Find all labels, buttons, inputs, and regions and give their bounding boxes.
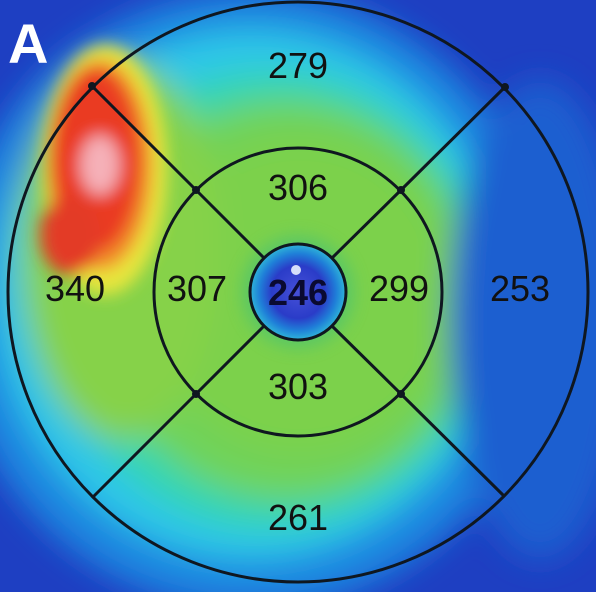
inner-nasal-value: 307 xyxy=(167,268,227,309)
outer-temporal-value: 253 xyxy=(490,268,550,309)
central-value: 246 xyxy=(268,272,328,313)
inner-superior-value: 306 xyxy=(268,167,328,208)
grid-inner-ne xyxy=(330,188,403,260)
grid-inner-nw xyxy=(194,188,266,260)
etdrs-grid xyxy=(6,0,590,584)
inner-ring-circle xyxy=(152,146,444,438)
central-circle xyxy=(248,242,348,342)
outer-superior-value: 279 xyxy=(268,45,328,86)
grid-diagonal-sw xyxy=(90,392,198,500)
inner-temporal-value: 299 xyxy=(369,268,429,309)
panel-label: A xyxy=(8,12,48,75)
grid-inner-sw xyxy=(194,324,266,396)
outer-inferior-value: 261 xyxy=(268,497,328,538)
inner-inferior-value: 303 xyxy=(268,366,328,407)
outer-ring-circle xyxy=(6,0,590,584)
grid-diagonal-nw xyxy=(90,84,198,192)
grid-diagonal-se xyxy=(399,392,507,499)
grid-diagonal-ne xyxy=(399,85,507,192)
fovea-region xyxy=(242,236,354,348)
grid-inner-se xyxy=(330,324,403,396)
outer-nasal-value: 340 xyxy=(45,268,105,309)
